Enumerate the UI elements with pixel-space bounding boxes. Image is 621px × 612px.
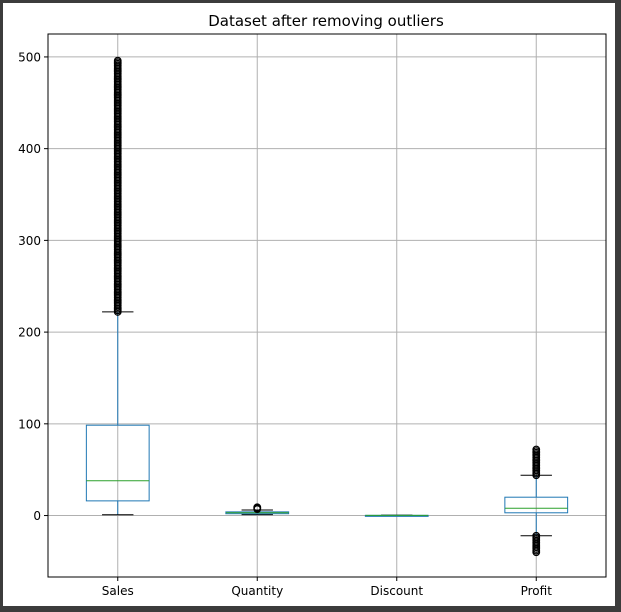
grid-lines	[48, 34, 606, 577]
chart-title: Dataset after removing outliers	[208, 12, 444, 30]
box-quantity	[225, 503, 290, 516]
y-tick-label: 200	[18, 326, 41, 340]
outlier-point	[532, 548, 541, 557]
boxplot-chart: Dataset after removing outliers 0 100 200 3…	[18, 12, 607, 598]
y-axis: 0 100 200 300 400 500	[18, 50, 48, 523]
outlier-point	[532, 471, 541, 480]
outlier-point	[253, 505, 262, 514]
box-discount	[364, 514, 429, 517]
x-tick-label: Profit	[521, 584, 553, 598]
y-tick-label: 0	[33, 509, 41, 523]
box-profit	[504, 445, 569, 557]
boxes-layer	[85, 56, 569, 557]
box-sales	[85, 56, 150, 516]
x-axis: Sales Quantity Discount Profit	[102, 577, 552, 598]
y-tick-label: 100	[18, 417, 41, 431]
x-tick-label: Quantity	[231, 584, 283, 598]
figure-frame: Dataset after removing outliers 0 100 200 3…	[3, 3, 615, 606]
box-iqr	[504, 496, 569, 514]
outlier-point	[113, 308, 122, 316]
plot-frame	[47, 33, 607, 578]
box-iqr	[85, 424, 150, 502]
y-tick-label: 500	[18, 50, 41, 64]
x-tick-label: Discount	[370, 584, 423, 598]
y-tick-label: 400	[18, 142, 41, 156]
y-tick-label: 300	[18, 234, 41, 248]
x-tick-label: Sales	[102, 584, 134, 598]
